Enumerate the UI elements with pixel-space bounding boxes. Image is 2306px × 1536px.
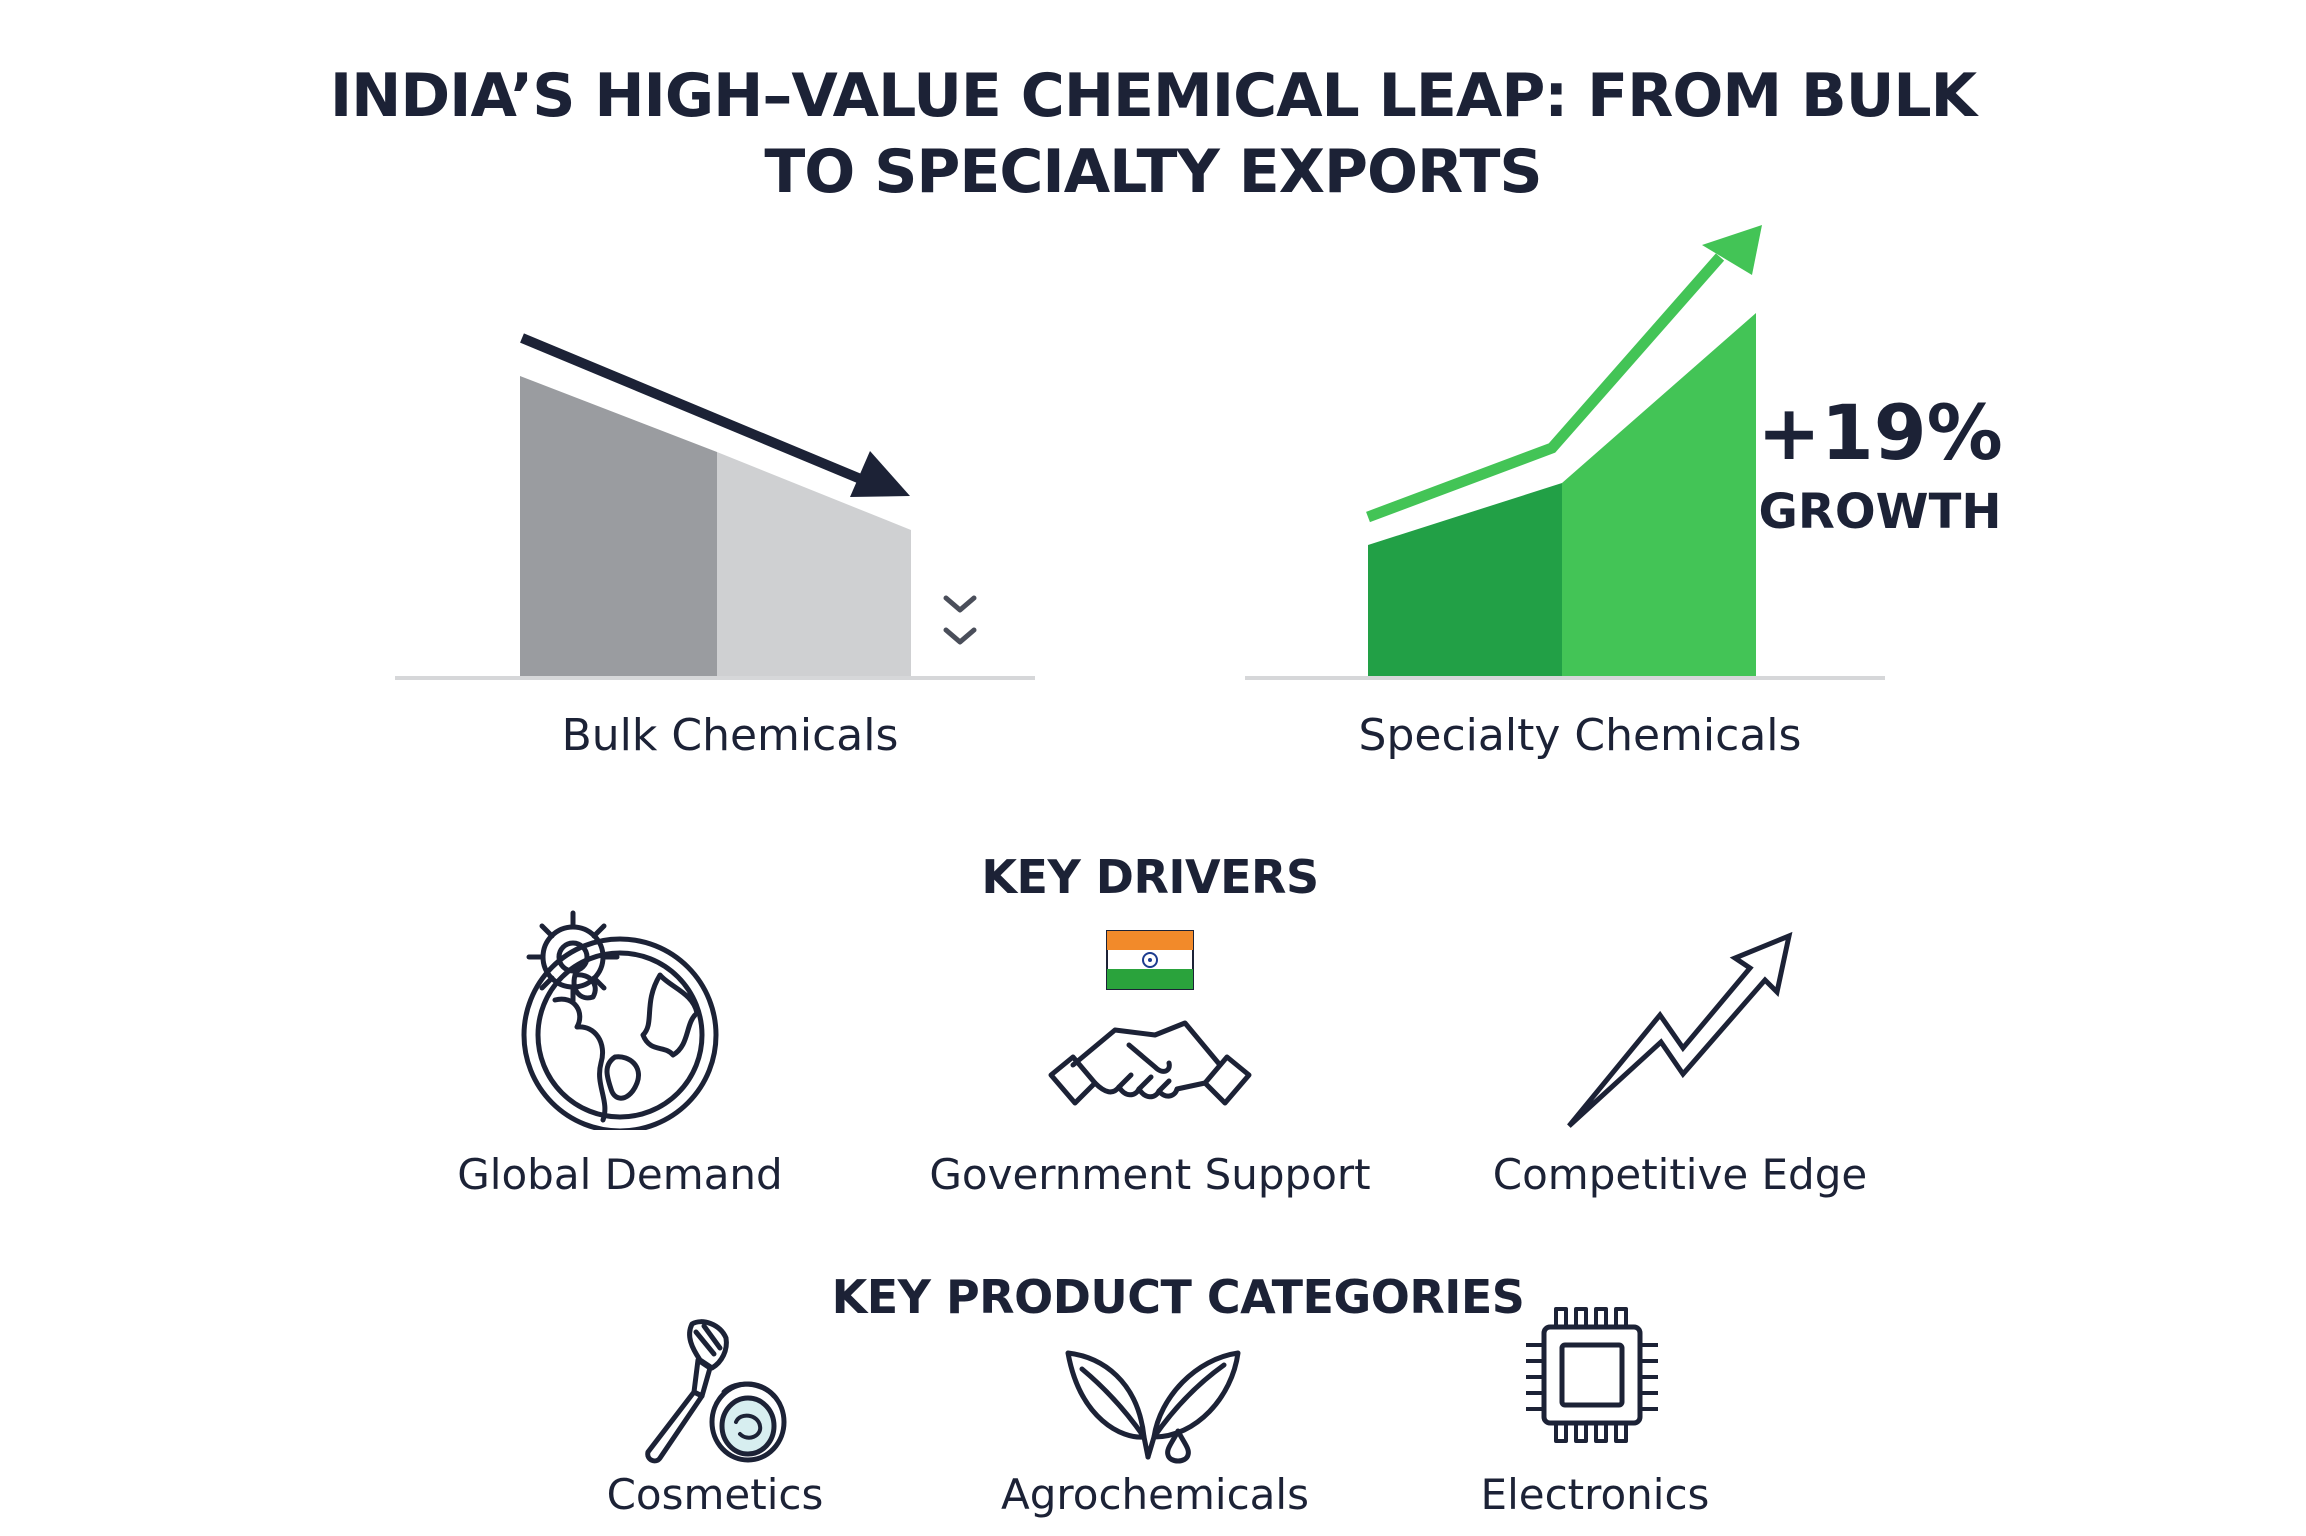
growth-label: GROWTH [1758, 484, 2002, 540]
bulk-bar-dark [520, 376, 717, 678]
trend-up-arrow-icon [1567, 931, 1793, 1128]
specialty-bar-light [1562, 313, 1756, 678]
chevron-down-icon [943, 595, 977, 645]
page-title: INDIA’S HIGH–VALUE CHEMICAL LEAP: FROM B… [153, 58, 2153, 210]
microchip-icon [1526, 1307, 1658, 1443]
title-line-2: TO SPECIALTY EXPORTS [764, 137, 1542, 207]
key-drivers-heading: KEY DRIVERS [981, 850, 1319, 904]
product-label-cosmetics: Cosmetics [606, 1470, 824, 1519]
bulk-chart-label: Bulk Chemicals [561, 710, 899, 761]
leaf-drop-icon [1065, 1350, 1241, 1464]
specialty-chart-label: Specialty Chemicals [1358, 710, 1802, 761]
arrow-up-trend-icon [1366, 225, 1762, 523]
bulk-chart [395, 333, 1035, 680]
india-flag-icon [1106, 930, 1194, 990]
driver-label-government-support: Government Support [929, 1150, 1371, 1199]
driver-label-global-demand: Global Demand [457, 1150, 783, 1199]
title-line-1: INDIA’S HIGH–VALUE CHEMICAL LEAP: FROM B… [329, 61, 1977, 131]
brush-compact-icon [645, 1319, 787, 1464]
key-product-categories-heading: KEY PRODUCT CATEGORIES [831, 1270, 1525, 1324]
specialty-chart [1245, 225, 1885, 680]
handshake-flag-icon [1048, 930, 1252, 1106]
product-label-agrochemicals: Agrochemicals [1001, 1470, 1309, 1519]
growth-value: +19% [1757, 388, 2003, 477]
bulk-bar-light [717, 452, 911, 678]
specialty-bar-dark [1368, 483, 1562, 678]
driver-label-competitive-edge: Competitive Edge [1492, 1150, 1868, 1199]
product-label-electronics: Electronics [1480, 1470, 1710, 1519]
handshake-icon [1048, 1020, 1252, 1106]
arrow-down-trend-icon [520, 333, 910, 497]
globe-gear-icon [521, 910, 719, 1130]
